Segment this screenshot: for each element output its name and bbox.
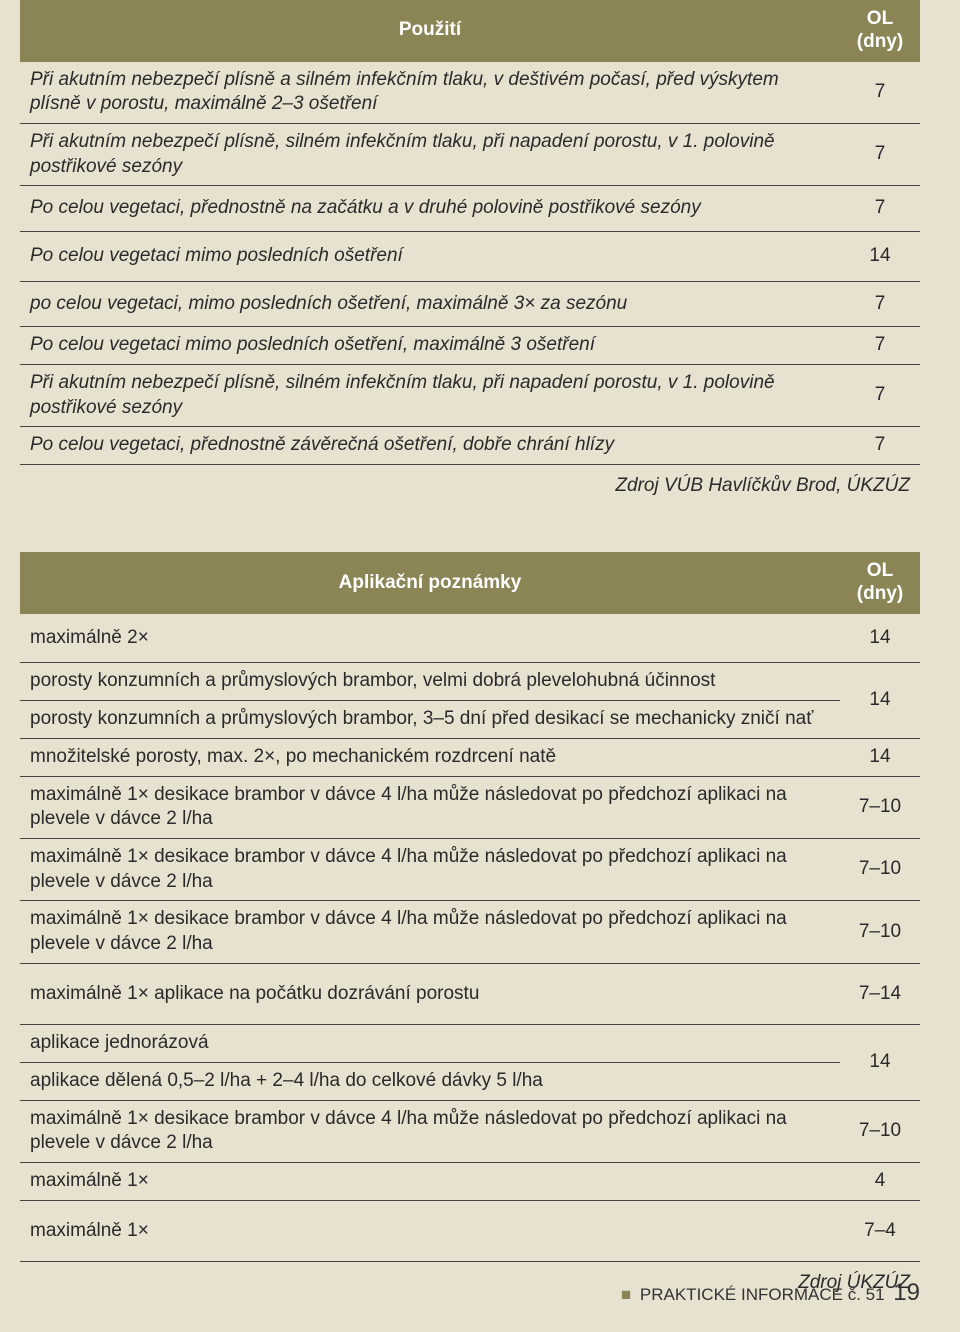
- t2-val: 7–14: [840, 963, 920, 1025]
- t2-val: 7–10: [840, 838, 920, 900]
- t1-source: Zdroj VÚB Havlíčkův Brod, ÚKZÚZ: [20, 465, 920, 497]
- t2-row: maximálně 2×: [20, 614, 840, 663]
- t2-val: 14: [840, 663, 920, 738]
- t2-val: 7–10: [840, 1100, 920, 1162]
- t1-val: 7: [840, 186, 920, 232]
- t1-row: po celou vegetaci, mimo posledních ošetř…: [20, 281, 840, 327]
- t1-val: 7: [840, 327, 920, 365]
- t2-val: 14: [840, 614, 920, 663]
- t2-row: aplikace jednorázová: [20, 1025, 840, 1063]
- usage-table: Použití OL (dny) Při akutním nebezpečí p…: [20, 0, 920, 465]
- t1-val: 7: [840, 123, 920, 185]
- application-notes-table: Aplikační poznámky OL (dny) maximálně 2×…: [20, 552, 920, 1262]
- t1-row: Po celou vegetaci mimo posledních ošetře…: [20, 327, 840, 365]
- t1-row: Po celou vegetaci mimo posledních ošetře…: [20, 232, 840, 282]
- t1-val: 7: [840, 427, 920, 465]
- t2-val: 14: [840, 1025, 920, 1100]
- t2-row: maximálně 1× desikace brambor v dávce 4 …: [20, 901, 840, 963]
- t2-header-left: Aplikační poznámky: [20, 552, 840, 614]
- t1-val: 7: [840, 281, 920, 327]
- t2-row: maximálně 1×: [20, 1200, 840, 1262]
- t2-val: 14: [840, 738, 920, 776]
- t2-val: 7–4: [840, 1200, 920, 1262]
- t1-row: Po celou vegetaci, přednostně závěrečná …: [20, 427, 840, 465]
- t2-row: maximálně 1× desikace brambor v dávce 4 …: [20, 776, 840, 838]
- t1-val: 7: [840, 365, 920, 427]
- t2-row: maximálně 1× desikace brambor v dávce 4 …: [20, 838, 840, 900]
- page-number: 19: [893, 1279, 920, 1306]
- t2-val: 7–10: [840, 901, 920, 963]
- t1-row: Při akutním nebezpečí plísně, silném inf…: [20, 123, 840, 185]
- t1-row: Při akutním nebezpečí plísně a silném in…: [20, 62, 840, 124]
- t1-val: 14: [840, 232, 920, 282]
- t1-row: Po celou vegetaci, přednostně na začátku…: [20, 186, 840, 232]
- t2-row: maximálně 1× aplikace na počátku dozrává…: [20, 963, 840, 1025]
- t1-header-right: OL (dny): [840, 0, 920, 62]
- t2-row: maximálně 1×: [20, 1163, 840, 1201]
- t2-row: maximálně 1× desikace brambor v dávce 4 …: [20, 1100, 840, 1162]
- page-footer: ■ PRAKTICKÉ INFORMACE č. 51 19: [621, 1279, 920, 1307]
- t2-row: množitelské porosty, max. 2×, po mechani…: [20, 738, 840, 776]
- t1-val: 7: [840, 62, 920, 124]
- t2-header-right: OL (dny): [840, 552, 920, 614]
- footer-square-icon: ■: [621, 1285, 631, 1304]
- t1-row: Při akutním nebezpečí plísně, silném inf…: [20, 365, 840, 427]
- t2-row: aplikace dělená 0,5–2 l/ha + 2–4 l/ha do…: [20, 1063, 840, 1101]
- footer-label: PRAKTICKÉ INFORMACE č. 51: [640, 1285, 885, 1304]
- t2-val: 7–10: [840, 776, 920, 838]
- t2-row: porosty konzumních a průmyslových brambo…: [20, 701, 840, 739]
- t2-row: porosty konzumních a průmyslových brambo…: [20, 663, 840, 701]
- t1-header-left: Použití: [20, 0, 840, 62]
- t2-val: 4: [840, 1163, 920, 1201]
